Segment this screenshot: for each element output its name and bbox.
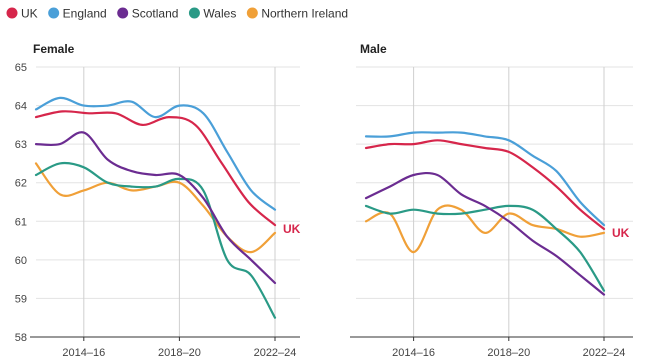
legend-label-wales: Wales bbox=[203, 7, 236, 21]
y-tick-label: 65 bbox=[15, 62, 27, 74]
legend-label-england: England bbox=[63, 7, 107, 21]
x-tick-label: 2022–24 bbox=[583, 347, 626, 359]
series-line-uk bbox=[34, 110, 277, 227]
series-line-wales bbox=[364, 204, 606, 292]
series-line-uk bbox=[364, 139, 606, 231]
y-tick-label: 61 bbox=[15, 216, 27, 228]
x-tick-label: 2014–16 bbox=[62, 347, 105, 359]
end-label-uk: UK bbox=[283, 222, 301, 236]
y-tick-label: 60 bbox=[15, 255, 27, 267]
series-line-england bbox=[34, 96, 277, 211]
x-tick-label: 2014–16 bbox=[392, 347, 435, 359]
legend-marker-england bbox=[48, 7, 60, 19]
legend-item-england: England bbox=[48, 7, 107, 21]
y-tick-label: 64 bbox=[15, 101, 27, 113]
panel-female: Female 58 59 60 61 62 63 64 65 2014–16 2018–20 2022… bbox=[15, 42, 301, 359]
y-tick-label: 63 bbox=[15, 139, 27, 151]
panel-title: Male bbox=[360, 42, 387, 56]
legend-marker-northern-ireland bbox=[246, 7, 258, 19]
panel-title: Female bbox=[33, 42, 75, 56]
series-line-england bbox=[364, 131, 606, 227]
end-label-uk: UK bbox=[612, 226, 630, 240]
series-line-scotland bbox=[34, 131, 277, 285]
y-tick-label: 59 bbox=[15, 293, 27, 305]
legend-item-scotland: Scotland bbox=[117, 7, 178, 21]
legend-item-uk: UK bbox=[6, 7, 38, 21]
legend-label-scotland: Scotland bbox=[132, 7, 179, 21]
x-tick-label: 2018–20 bbox=[158, 347, 201, 359]
series-line-wales bbox=[34, 161, 277, 319]
series-line-scotland bbox=[364, 171, 606, 296]
legend-item-northern-ireland: Northern Ireland bbox=[246, 7, 348, 21]
series-line-northern-ireland bbox=[364, 204, 606, 254]
legend-item-wales: Wales bbox=[188, 7, 236, 21]
x-tick-label: 2018–20 bbox=[487, 347, 530, 359]
legend-marker-wales bbox=[188, 7, 200, 19]
x-tick-label: 2022–24 bbox=[254, 347, 297, 359]
legend-label-uk: UK bbox=[21, 7, 38, 21]
legend-marker-scotland bbox=[117, 7, 129, 19]
legend-label-northern-ireland: Northern Ireland bbox=[261, 7, 348, 21]
y-tick-label: 62 bbox=[15, 178, 27, 190]
legend: UK England Scotland Wales Northern Ireland bbox=[6, 7, 348, 21]
y-tick-label: 58 bbox=[15, 332, 27, 344]
legend-marker-uk bbox=[6, 7, 18, 19]
panel-male: Male 2014–16 2018–20 2022–24 UK bbox=[350, 42, 633, 359]
series-line-northern-ireland bbox=[34, 162, 277, 254]
